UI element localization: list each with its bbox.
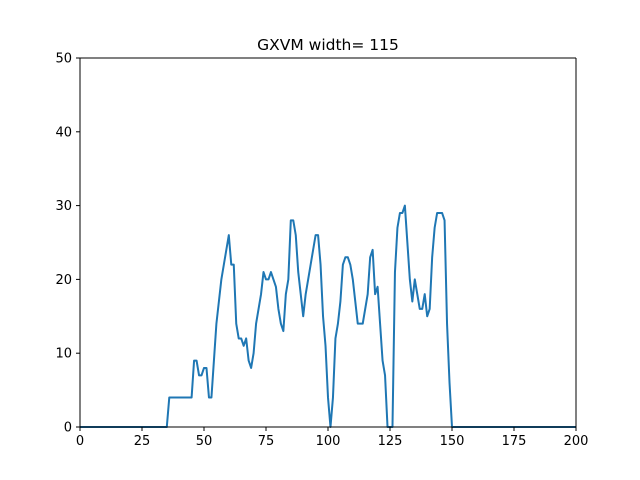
x-tick-label: 200 xyxy=(564,434,589,449)
y-tick-label: 50 xyxy=(55,52,72,67)
x-tick-label: 100 xyxy=(316,434,341,449)
x-tick-label: 75 xyxy=(258,434,275,449)
x-axis-ticks: 0 25 50 75 100 125 150 175 200 xyxy=(76,427,589,449)
x-tick-label: 125 xyxy=(378,434,403,449)
x-tick-label: 175 xyxy=(502,434,527,449)
y-tick-label: 10 xyxy=(55,347,72,362)
x-tick-label: 0 xyxy=(76,434,84,449)
series-layer xyxy=(80,204,576,428)
chart-title: GXVM width= 115 xyxy=(257,36,399,54)
x-tick-label: 50 xyxy=(196,434,213,449)
x-tick-label: 150 xyxy=(440,434,465,449)
y-tick-label: 20 xyxy=(55,273,72,288)
plot-area: 0 25 50 75 100 125 150 175 200 0 10 20 30 40 50 xyxy=(55,52,588,450)
series-line-0 xyxy=(80,204,576,428)
y-axis-ticks: 0 10 20 30 40 50 xyxy=(55,52,80,436)
axes-frame xyxy=(79,57,577,428)
y-tick-label: 40 xyxy=(55,125,72,140)
y-tick-label: 30 xyxy=(55,199,72,214)
x-tick-label: 25 xyxy=(134,434,151,449)
y-tick-label: 0 xyxy=(64,421,72,436)
axes-background xyxy=(80,58,576,427)
